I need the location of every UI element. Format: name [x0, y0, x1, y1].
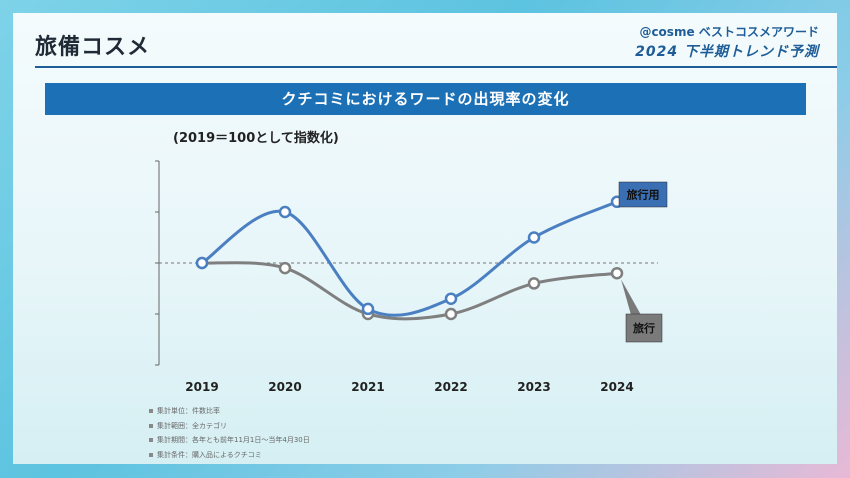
x-tick-label: 2021 [351, 380, 384, 394]
notes-list: 集計単位：件数比率 集計範囲：全カテゴリ 集計期間：各年とも前年11月1日〜当年… [149, 404, 310, 462]
note-item: 集計範囲：全カテゴリ [149, 419, 310, 434]
trend-subtitle: 2024 下半期トレンド予測 [635, 44, 819, 60]
x-tick-label: 2022 [434, 380, 467, 394]
series-label-box [625, 313, 663, 343]
x-tick-label: 2024 [600, 380, 633, 394]
x-tick-label: 2020 [268, 380, 301, 394]
page-title: 旅備コスメ [35, 35, 151, 60]
x-tick-label: 2019 [185, 380, 218, 394]
series-label-box [618, 181, 668, 208]
data-point [444, 307, 458, 321]
series-label: 旅行用 [627, 188, 660, 202]
note-item: 集計単位：件数比率 [149, 404, 310, 419]
series-label-pointer [621, 279, 641, 315]
data-point [444, 292, 458, 305]
note-item: 集計条件：購入品によるクチコミ [149, 448, 310, 463]
series-line [201, 200, 618, 317]
data-point [278, 205, 292, 219]
data-point [527, 277, 541, 290]
note-item: 集計期間：各年とも前年11月1日〜当年4月30日 [149, 433, 310, 448]
series-label: 旅行 [633, 321, 655, 335]
chart-caption: (2019＝100として指数化) [173, 131, 339, 146]
chart-banner: クチコミにおけるワードの出現率の変化 [45, 83, 806, 115]
title-divider [35, 66, 837, 68]
data-point [527, 231, 541, 244]
slide-card: 旅備コスメ @cosme ベストコスメアワード 2024 下半期トレンド予測 ク… [13, 13, 837, 464]
data-point [278, 261, 292, 275]
data-point [195, 256, 209, 270]
data-point [610, 266, 624, 280]
data-point [361, 302, 375, 316]
series-line [201, 261, 618, 321]
x-tick-label: 2023 [517, 380, 550, 394]
brand-label: @cosme ベストコスメアワード [639, 25, 819, 39]
